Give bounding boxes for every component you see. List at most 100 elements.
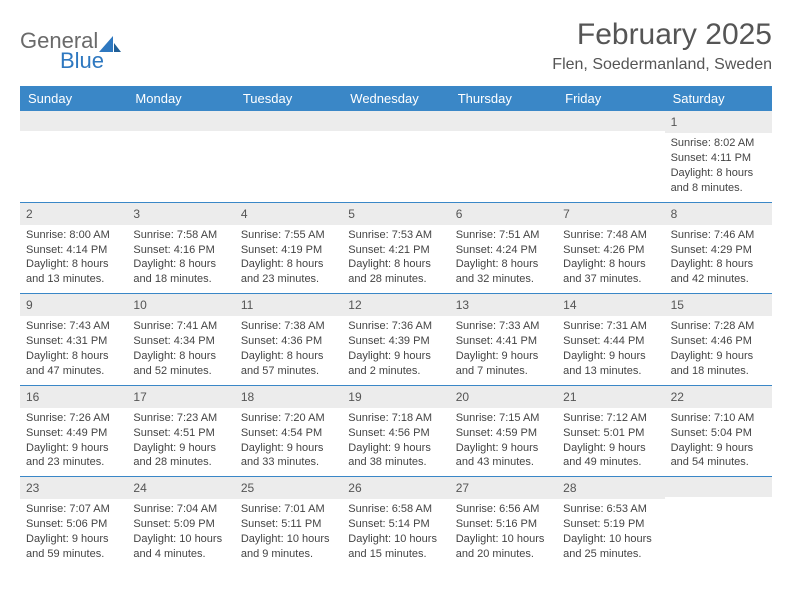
day-number: 14 xyxy=(557,294,664,316)
sunrise-text: Sunrise: 6:56 AM xyxy=(456,502,551,517)
sunset-text: Sunset: 5:19 PM xyxy=(563,517,658,532)
day-number: 22 xyxy=(665,386,772,408)
day-cell: 28 Sunrise: 6:53 AMSunset: 5:19 PMDayligh… xyxy=(557,477,664,568)
sunrise-text: Sunrise: 7:53 AM xyxy=(348,228,443,243)
day-cell: 23Sunrise: 7:07 AMSunset: 5:06 PMDayligh… xyxy=(20,477,127,568)
sunset-text: Sunset: 5:06 PM xyxy=(26,517,121,532)
day-cell: 27 Sunrise: 6:56 AMSunset: 5:16 PMDayligh… xyxy=(450,477,557,568)
sunset-text: Sunset: 4:26 PM xyxy=(563,243,658,258)
day-cell: 1Sunrise: 8:02 AMSunset: 4:11 PMDaylight… xyxy=(665,111,772,202)
sunset-text: Sunset: 5:16 PM xyxy=(456,517,551,532)
day-number: 13 xyxy=(450,294,557,316)
daylight-text: Daylight: 8 hours and 37 minutes. xyxy=(563,257,658,287)
daylight-text: Daylight: 8 hours and 18 minutes. xyxy=(133,257,228,287)
day-number: 27 xyxy=(450,477,557,499)
daylight-text: Daylight: 9 hours and 43 minutes. xyxy=(456,441,551,471)
day-header: Monday xyxy=(127,86,234,111)
daylight-text: Daylight: 9 hours and 23 minutes. xyxy=(26,441,121,471)
day-header: Tuesday xyxy=(235,86,342,111)
day-cell: 5Sunrise: 7:53 AMSunset: 4:21 PMDaylight… xyxy=(342,203,449,294)
day-cell: 7Sunrise: 7:48 AMSunset: 4:26 PMDaylight… xyxy=(557,203,664,294)
daylight-text: Daylight: 9 hours and 18 minutes. xyxy=(671,349,766,379)
daylight-text: Daylight: 8 hours and 57 minutes. xyxy=(241,349,336,379)
day-cell: 13Sunrise: 7:33 AMSunset: 4:41 PMDayligh… xyxy=(450,294,557,385)
sunset-text: Sunset: 4:24 PM xyxy=(456,243,551,258)
day-number xyxy=(235,111,342,131)
day-number xyxy=(127,111,234,131)
sunset-text: Sunset: 4:39 PM xyxy=(348,334,443,349)
day-cell: 11Sunrise: 7:38 AMSunset: 4:36 PMDayligh… xyxy=(235,294,342,385)
header: GeneralBlue February 2025 Flen, Soederma… xyxy=(20,18,772,74)
daylight-text: Daylight: 9 hours and 54 minutes. xyxy=(671,441,766,471)
day-cell: 9Sunrise: 7:43 AMSunset: 4:31 PMDaylight… xyxy=(20,294,127,385)
sunset-text: Sunset: 4:34 PM xyxy=(133,334,228,349)
sunset-text: Sunset: 4:54 PM xyxy=(241,426,336,441)
day-cell xyxy=(20,111,127,202)
day-number: 4 xyxy=(235,203,342,225)
day-number: 18 xyxy=(235,386,342,408)
daylight-text: Daylight: 8 hours and 52 minutes. xyxy=(133,349,228,379)
day-number: 26 xyxy=(342,477,449,499)
title-block: February 2025 Flen, Soedermanland, Swede… xyxy=(552,18,772,74)
daylight-text: Daylight: 9 hours and 59 minutes. xyxy=(26,532,121,562)
daylight-text: Daylight: 9 hours and 7 minutes. xyxy=(456,349,551,379)
sunset-text: Sunset: 4:44 PM xyxy=(563,334,658,349)
sunset-text: Sunset: 5:11 PM xyxy=(241,517,336,532)
day-number: 5 xyxy=(342,203,449,225)
daylight-text: Daylight: 8 hours and 42 minutes. xyxy=(671,257,766,287)
day-cell: 2Sunrise: 8:00 AMSunset: 4:14 PMDaylight… xyxy=(20,203,127,294)
daylight-text: Daylight: 10 hours and 25 minutes. xyxy=(563,532,658,562)
day-number: 17 xyxy=(127,386,234,408)
day-number xyxy=(557,111,664,131)
daylight-text: Daylight: 9 hours and 33 minutes. xyxy=(241,441,336,471)
week-row: 23Sunrise: 7:07 AMSunset: 5:06 PMDayligh… xyxy=(20,476,772,568)
sunset-text: Sunset: 4:16 PM xyxy=(133,243,228,258)
sunrise-text: Sunrise: 7:23 AM xyxy=(133,411,228,426)
daylight-text: Daylight: 10 hours and 15 minutes. xyxy=(348,532,443,562)
day-header: Sunday xyxy=(20,86,127,111)
sunrise-text: Sunrise: 7:10 AM xyxy=(671,411,766,426)
day-cell xyxy=(450,111,557,202)
week-row: 2Sunrise: 8:00 AMSunset: 4:14 PMDaylight… xyxy=(20,202,772,294)
day-cell xyxy=(557,111,664,202)
day-cell: 20Sunrise: 7:15 AMSunset: 4:59 PMDayligh… xyxy=(450,386,557,477)
day-number: 24 xyxy=(127,477,234,499)
daylight-text: Daylight: 10 hours and 20 minutes. xyxy=(456,532,551,562)
day-number xyxy=(450,111,557,131)
day-cell: 22Sunrise: 7:10 AMSunset: 5:04 PMDayligh… xyxy=(665,386,772,477)
day-number: 28 xyxy=(557,477,664,499)
daylight-text: Daylight: 8 hours and 47 minutes. xyxy=(26,349,121,379)
day-number: 12 xyxy=(342,294,449,316)
sunrise-text: Sunrise: 7:28 AM xyxy=(671,319,766,334)
day-number: 23 xyxy=(20,477,127,499)
daylight-text: Daylight: 9 hours and 13 minutes. xyxy=(563,349,658,379)
day-cell: 17Sunrise: 7:23 AMSunset: 4:51 PMDayligh… xyxy=(127,386,234,477)
sunrise-text: Sunrise: 7:20 AM xyxy=(241,411,336,426)
day-cell: 8Sunrise: 7:46 AMSunset: 4:29 PMDaylight… xyxy=(665,203,772,294)
sunset-text: Sunset: 4:51 PM xyxy=(133,426,228,441)
day-number: 3 xyxy=(127,203,234,225)
sunset-text: Sunset: 5:01 PM xyxy=(563,426,658,441)
day-cell: 6Sunrise: 7:51 AMSunset: 4:24 PMDaylight… xyxy=(450,203,557,294)
week-row: 9Sunrise: 7:43 AMSunset: 4:31 PMDaylight… xyxy=(20,293,772,385)
day-number: 11 xyxy=(235,294,342,316)
day-header: Wednesday xyxy=(342,86,449,111)
week-row: 1Sunrise: 8:02 AMSunset: 4:11 PMDaylight… xyxy=(20,111,772,202)
day-number: 9 xyxy=(20,294,127,316)
sunset-text: Sunset: 4:11 PM xyxy=(671,151,766,166)
day-cell: 12Sunrise: 7:36 AMSunset: 4:39 PMDayligh… xyxy=(342,294,449,385)
sunset-text: Sunset: 5:09 PM xyxy=(133,517,228,532)
sunrise-text: Sunrise: 7:26 AM xyxy=(26,411,121,426)
sunset-text: Sunset: 4:31 PM xyxy=(26,334,121,349)
sunrise-text: Sunrise: 7:33 AM xyxy=(456,319,551,334)
day-cell: 16Sunrise: 7:26 AMSunset: 4:49 PMDayligh… xyxy=(20,386,127,477)
day-header: Saturday xyxy=(665,86,772,111)
sunrise-text: Sunrise: 7:01 AM xyxy=(241,502,336,517)
day-header-row: Sunday Monday Tuesday Wednesday Thursday… xyxy=(20,86,772,111)
daylight-text: Daylight: 10 hours and 9 minutes. xyxy=(241,532,336,562)
sunrise-text: Sunrise: 6:53 AM xyxy=(563,502,658,517)
sunrise-text: Sunrise: 7:51 AM xyxy=(456,228,551,243)
day-cell: 15Sunrise: 7:28 AMSunset: 4:46 PMDayligh… xyxy=(665,294,772,385)
day-cell: 3Sunrise: 7:58 AMSunset: 4:16 PMDaylight… xyxy=(127,203,234,294)
day-number: 25 xyxy=(235,477,342,499)
